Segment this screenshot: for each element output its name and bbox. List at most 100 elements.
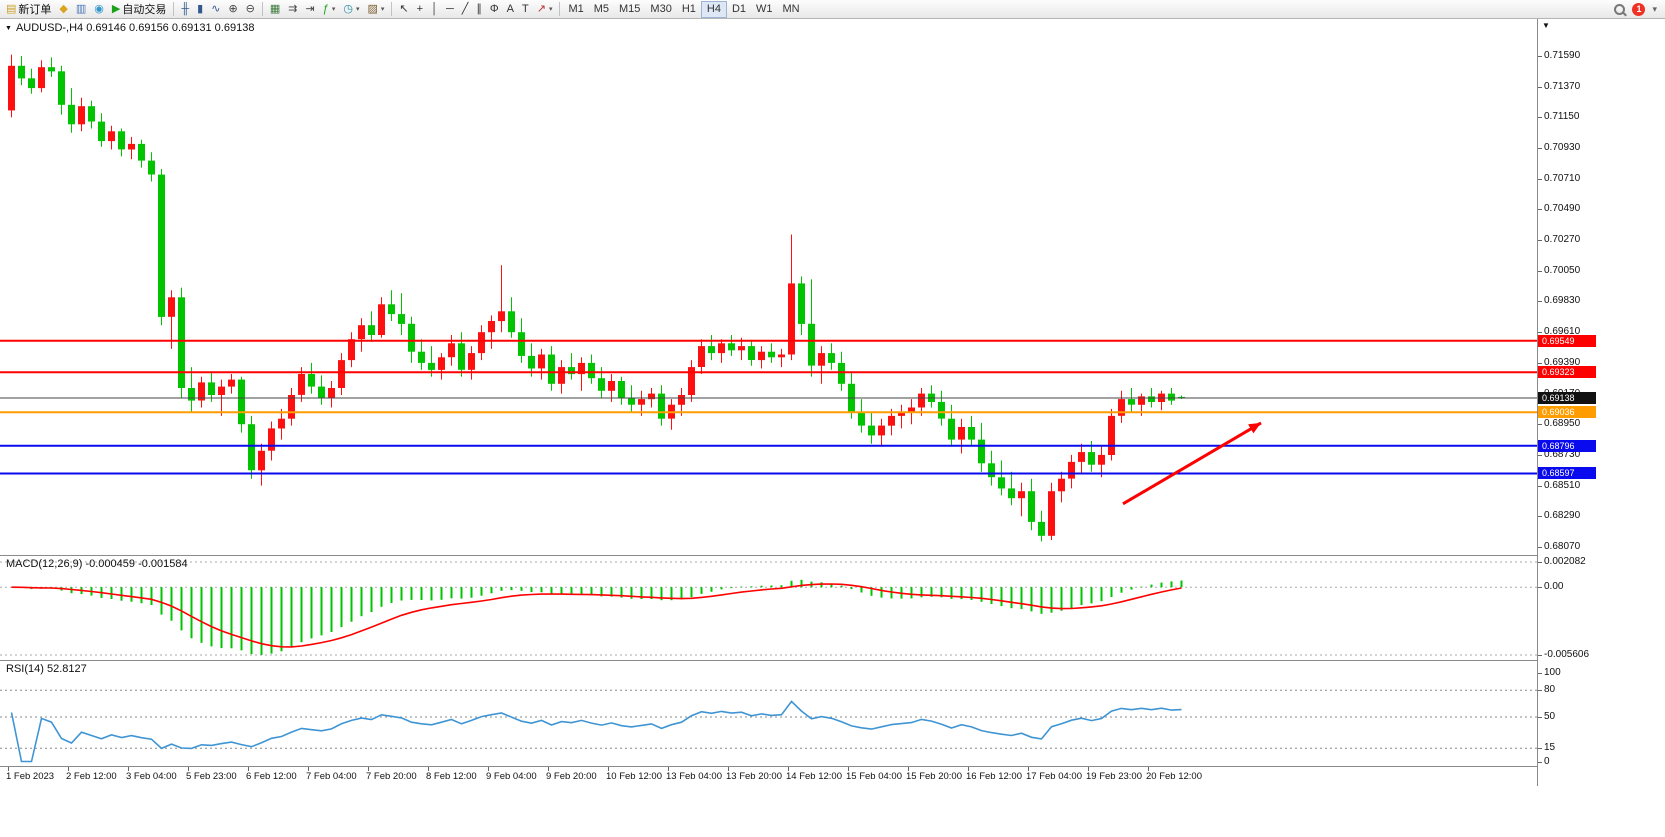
chart-shift-button[interactable]: ⇥ [302,1,319,18]
time-axis-label: 9 Feb 04:00 [486,771,537,782]
horizontal-levels-layer[interactable] [0,339,1537,475]
fibonacci-button[interactable]: Φ [486,1,503,18]
price-axis-label: 0.68070 [1537,541,1581,552]
periods-button[interactable]: ◷ ▾ [339,1,363,18]
search-icon[interactable] [1614,3,1626,15]
toolbar-separator [261,2,263,16]
time-axis-tick [788,767,789,771]
line-chart-icon: ∿ [211,2,221,15]
price-axis-label: 0.70270 [1537,234,1581,245]
chart-title: AUDUSD-,H4 0.69146 0.69156 0.69131 0.691… [15,22,255,34]
channel-button[interactable]: ∥ [472,1,486,18]
navigator-button[interactable]: ▥ [72,1,90,18]
timeframe-MN[interactable]: MN [782,2,800,15]
time-axis-tick [368,767,369,771]
macd-axis-label: -0.005606 [1537,649,1590,660]
indicators-icon: ƒ [322,2,329,15]
autotrade-button-label: 自动交易 [122,4,167,16]
ohlc-bars-icon: ╫ [181,2,190,15]
macd-label: MACD(12,26,9) -0.000459 -0.001584 [6,558,188,570]
time-axis-tick [188,767,189,771]
cursor-button[interactable]: ↖ [395,1,412,18]
market-watch-button[interactable]: ◆ [55,1,71,18]
time-axis[interactable]: 1 Feb 2023 2 Feb 12:00 3 Feb 04:00 5 Feb 23… [0,766,1537,786]
dropdown-caret-icon: ▾ [380,6,385,13]
arrows-button[interactable]: ↗ ▾ [533,1,557,18]
timeframe-D1[interactable]: D1 [731,2,747,15]
tile-windows-button[interactable]: ▦ [266,1,284,18]
vertical-line-button[interactable]: │ [427,1,442,18]
vertical-line-icon: │ [431,2,438,15]
current-price-tag: 0.69138 [1538,392,1596,404]
price-axis-label: 0.70050 [1537,265,1581,276]
line-chart-button[interactable]: ∿ [207,1,224,18]
price-axis[interactable]: ▼ 0.71590 0.71370 0.71150 0.70930 0.70710 0.7… [1537,19,1665,786]
time-axis-tick [1028,767,1029,771]
price-axis-label: 0.68290 [1537,510,1581,521]
macd-panel[interactable] [0,556,1537,661]
crosshair-icon: + [416,2,424,15]
cursor-icon: ↖ [399,2,409,15]
timeframe-H4[interactable]: H4 [700,0,727,18]
toolbar-overflow-icon[interactable]: ▾ [1652,3,1657,14]
time-axis-label: 6 Feb 12:00 [246,771,297,782]
price-level-tag: 0.68796 [1538,440,1596,452]
auto-scroll-button[interactable]: ⇉ [284,1,301,18]
price-scale-menu-icon[interactable]: ▼ [1542,21,1550,30]
tile-windows-icon: ▦ [269,2,281,15]
time-axis-tick [548,767,549,771]
zoom-out-button[interactable]: ⊖ [242,1,259,18]
text-button[interactable]: A [503,1,518,18]
price-axis-label: 0.70930 [1537,142,1581,153]
templates-icon: ▨ [367,2,378,15]
price-chart[interactable] [0,19,1537,556]
timeframe-M30[interactable]: M30 [650,2,672,15]
time-axis-label: 7 Feb 04:00 [306,771,357,782]
price-axis-label: 0.71150 [1537,111,1580,122]
rsi-axis-label: 100 [1538,667,1561,678]
timeframe-M5[interactable]: M5 [593,2,610,15]
timeframe-M15[interactable]: M15 [619,2,641,15]
horizontal-line-button[interactable]: ─ [442,1,458,18]
new-order-icon: ▤ [6,2,17,15]
toolbar-separator [559,2,561,16]
text-label-button[interactable]: T [518,1,533,18]
price-axis-label: 0.71590 [1537,50,1581,61]
trendline-button[interactable]: ╱ [458,1,473,18]
time-axis-tick [248,767,249,771]
rsi-panel[interactable] [0,661,1537,766]
toolbar-right: 1 ▾ [1614,2,1663,16]
timeframe-W1[interactable]: W1 [756,2,773,15]
time-axis-tick [908,767,909,771]
autotrade-icon: ▶ [111,2,121,15]
time-axis-label: 7 Feb 20:00 [366,771,417,782]
notification-badge[interactable]: 1 [1632,2,1646,16]
timeframe-H1[interactable]: H1 [681,2,696,15]
time-axis-label: 16 Feb 12:00 [966,771,1022,782]
time-axis-label: 17 Feb 04:00 [1026,771,1082,782]
indicators-button[interactable]: ƒ ▾ [319,1,340,18]
text-icon: A [506,2,514,15]
time-axis-tick [848,767,849,771]
time-axis-tick [488,767,489,771]
text-label-icon: T [521,2,529,15]
crosshair-button[interactable]: + [413,1,427,18]
fibonacci-icon: Φ [489,2,499,15]
autotrade-button[interactable]: ▶ 自动交易 [108,1,170,18]
zoom-in-button[interactable]: ⊕ [224,1,241,18]
trend-arrow[interactable] [1122,421,1262,506]
new-order-button[interactable]: ▤ 新订单 [2,1,55,18]
price-level-tag: 0.68597 [1538,467,1596,479]
candlestick-button[interactable]: ▮ [193,1,207,18]
price-axis-label: 0.69830 [1537,295,1581,306]
time-axis-label: 3 Feb 04:00 [126,771,177,782]
time-axis-label: 19 Feb 23:00 [1086,771,1142,782]
expand-icon[interactable]: ▼ [5,24,12,32]
templates-button[interactable]: ▨ ▾ [363,1,388,18]
time-axis-tick [128,767,129,771]
time-axis-label: 9 Feb 20:00 [546,771,597,782]
ohlc-bars-button[interactable]: ╫ [177,1,193,18]
macd-axis-label: 0.002082 [1538,556,1586,567]
timeframe-M1[interactable]: M1 [568,2,584,15]
terminal-button[interactable]: ◉ [90,1,108,18]
